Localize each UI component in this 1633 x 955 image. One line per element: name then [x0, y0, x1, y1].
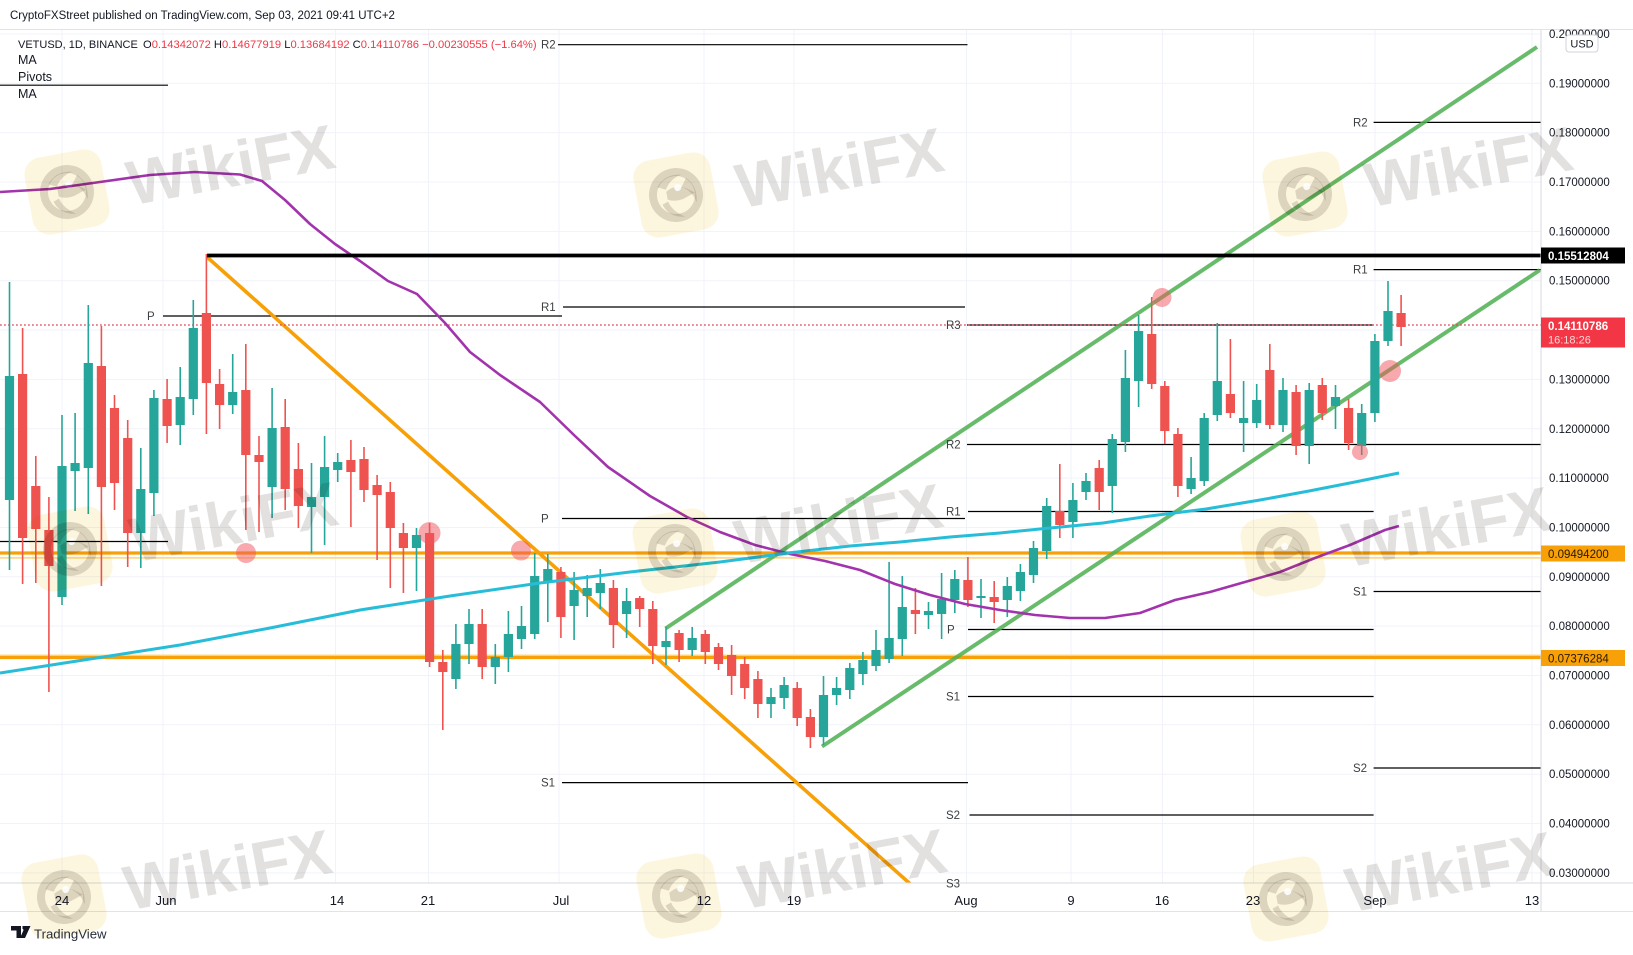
svg-text:0.06000000: 0.06000000 [1549, 720, 1610, 732]
svg-text:24: 24 [55, 893, 69, 908]
svg-text:S3: S3 [946, 878, 960, 890]
svg-text:0.09000000: 0.09000000 [1549, 572, 1610, 584]
svg-text:21: 21 [421, 893, 435, 908]
svg-text:Jun: Jun [156, 893, 177, 908]
svg-text:0.07000000: 0.07000000 [1549, 671, 1610, 683]
svg-text:Jul: Jul [553, 893, 570, 908]
svg-text:MA: MA [18, 53, 37, 67]
svg-text:R1: R1 [541, 302, 556, 314]
svg-text:Sep: Sep [1363, 893, 1386, 908]
svg-text:S1: S1 [541, 778, 555, 790]
svg-text:16: 16 [1155, 893, 1169, 908]
svg-text:13: 13 [1525, 893, 1539, 908]
svg-text:MA: MA [18, 87, 37, 101]
svg-text:O0.14342072 H0.14677919 L0.1: O0.14342072 H0.14677919 L0.13684192 C0.1… [143, 39, 537, 51]
svg-text:0.11000000: 0.11000000 [1549, 473, 1609, 485]
svg-text:R1: R1 [1353, 265, 1368, 277]
svg-text:0.08000000: 0.08000000 [1549, 621, 1610, 633]
svg-text:S2: S2 [946, 810, 960, 822]
svg-text:0.15512804: 0.15512804 [1548, 251, 1609, 263]
svg-text:23: 23 [1246, 893, 1260, 908]
svg-text:0.07376284: 0.07376284 [1548, 654, 1609, 666]
svg-text:14: 14 [330, 893, 344, 908]
svg-text:0.13000000: 0.13000000 [1549, 374, 1610, 386]
svg-text:0.05000000: 0.05000000 [1549, 769, 1610, 781]
svg-text:S1: S1 [1353, 587, 1367, 599]
svg-text:S1: S1 [946, 692, 960, 704]
svg-text:R2: R2 [946, 440, 961, 452]
svg-text:0.14110786: 0.14110786 [1548, 321, 1608, 333]
svg-text:0.16000000: 0.16000000 [1549, 226, 1610, 238]
svg-text:VETUSD, 1D, BINANCE: VETUSD, 1D, BINANCE [18, 39, 138, 51]
svg-text:0.17000000: 0.17000000 [1549, 177, 1610, 189]
svg-text:R1: R1 [946, 507, 961, 519]
svg-text:USD: USD [1570, 39, 1593, 51]
svg-text:12: 12 [697, 893, 711, 908]
svg-text:0.09494200: 0.09494200 [1548, 549, 1609, 561]
svg-text:CryptoFXStreet published on Tr: CryptoFXStreet published on TradingView.… [10, 10, 395, 22]
svg-text:P: P [541, 514, 549, 526]
svg-text:0.04000000: 0.04000000 [1549, 819, 1610, 831]
svg-text:0.18000000: 0.18000000 [1549, 128, 1610, 140]
svg-text:P: P [147, 311, 155, 323]
svg-text:TradingView: TradingView [34, 927, 107, 942]
svg-text:Aug: Aug [954, 893, 977, 908]
svg-text:0.12000000: 0.12000000 [1549, 424, 1610, 436]
svg-text:0.10000000: 0.10000000 [1549, 523, 1610, 535]
svg-text:R2: R2 [1353, 117, 1368, 129]
svg-text:Pivots: Pivots [18, 70, 52, 84]
svg-text:0.19000000: 0.19000000 [1549, 78, 1610, 90]
svg-text:S2: S2 [1353, 763, 1367, 775]
svg-text:P: P [947, 625, 955, 637]
svg-text:R3: R3 [946, 320, 961, 332]
svg-text:16:18:26: 16:18:26 [1548, 335, 1591, 347]
svg-text:R2: R2 [541, 40, 556, 52]
svg-text:0.03000000: 0.03000000 [1549, 868, 1610, 880]
svg-text:0.15000000: 0.15000000 [1549, 276, 1610, 288]
svg-text:19: 19 [787, 893, 801, 908]
svg-text:9: 9 [1067, 893, 1074, 908]
